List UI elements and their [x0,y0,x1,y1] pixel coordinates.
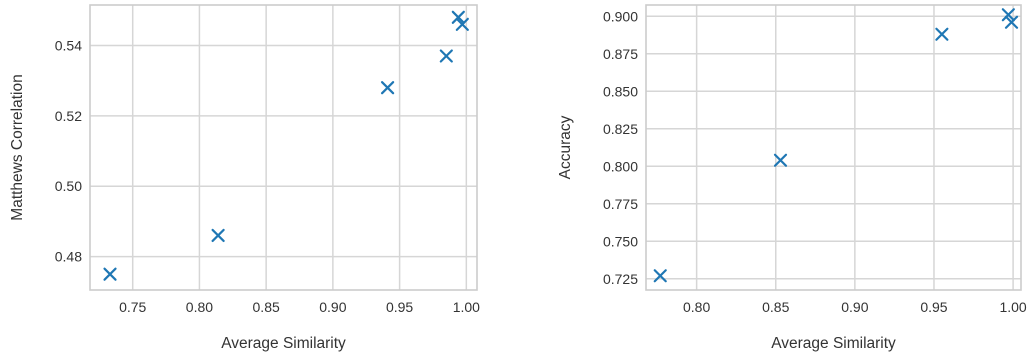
x-tick-label: 0.75 [119,299,146,315]
plot-frame [89,4,478,291]
y-tick-label: 0.800 [603,158,638,174]
data-point-marker [1004,15,1019,29]
data-point-marker [211,228,225,243]
y-tick-label: 0.48 [55,249,82,265]
y-axis-label: Accuracy [557,115,574,179]
y-axis-label: Matthews Correlation [9,74,26,220]
x-tick-label: 0.80 [683,299,710,315]
scatter-panel-2: 0.80 0.85 0.90 0.95 1.00 0.725 0.750 0.775 0.800… [557,4,1027,352]
plot-area [646,5,1021,290]
data-point-marker [773,153,788,167]
data-point-marker [653,269,667,283]
scatter-panel-1: 0.75 0.80 0.85 0.90 0.95 1.00 0.48 0.50 0.52 0.54… [9,4,480,352]
x-tick-label: 0.95 [920,299,947,315]
y-tick-label: 0.750 [603,233,638,249]
data-point-marker [455,17,469,31]
data-point-marker [1001,8,1015,22]
y-tick-label: 0.50 [55,178,82,194]
y-tick-label: 0.52 [55,108,82,124]
x-tick-label: 0.80 [186,299,213,315]
x-axis-label: Average Similarity [221,335,346,352]
y-tick-label: 0.725 [603,271,638,287]
data-point-marker [439,49,453,63]
plot-frame [645,4,1022,291]
x-tick-label: 1.00 [453,299,480,315]
y-tick-label: 0.900 [603,8,638,24]
x-tick-label: 0.90 [841,299,868,315]
x-tick-label: 0.85 [253,299,280,315]
x-tick-label: 1.00 [999,299,1026,315]
x-tick-label: 0.95 [386,299,413,315]
x-axis-label: Average Similarity [771,335,896,352]
y-tick-label: 0.875 [603,46,638,62]
y-tick-label: 0.850 [603,83,638,99]
y-tick-label: 0.54 [55,37,82,53]
x-tick-label: 0.85 [762,299,789,315]
x-tick-label: 0.90 [319,299,346,315]
data-point-marker [451,10,465,24]
y-tick-label: 0.775 [603,196,638,212]
data-point-marker [935,27,949,41]
data-point-marker [103,267,117,281]
data-point-marker [380,81,395,95]
y-tick-label: 0.825 [603,121,638,137]
plot-area [90,5,477,290]
